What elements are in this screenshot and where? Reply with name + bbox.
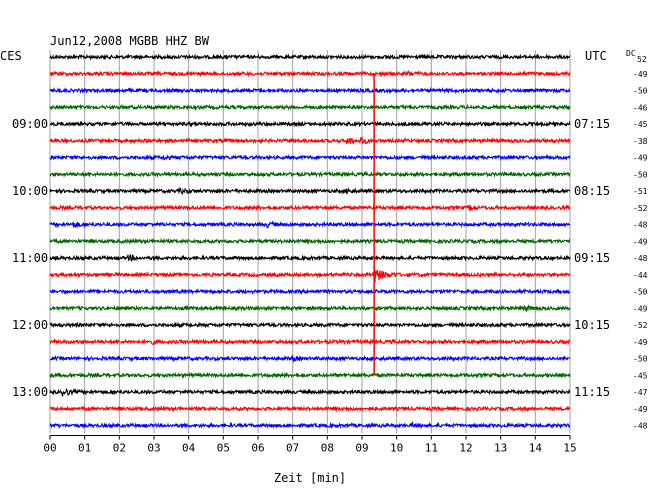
chart-title: Jun12,2008 MGBB HHZ BW: [50, 34, 210, 48]
seismic-trace: [49, 420, 571, 430]
seismic-trace: [49, 86, 571, 95]
x-tick-label: 13: [494, 442, 507, 455]
seismic-trace: [49, 321, 571, 329]
left-hour-label: 13:00: [12, 385, 48, 399]
x-tick-label: 12: [459, 442, 472, 455]
seismic-trace: [49, 338, 571, 346]
dc-offset-label: -50: [633, 288, 648, 297]
dc-offset-label: -48: [633, 254, 648, 263]
dc-offset-label: -48: [633, 422, 648, 431]
trace-layer: [49, 53, 571, 430]
left-hour-label: 11:00: [12, 251, 48, 265]
x-tick-label: 03: [147, 442, 160, 455]
dc-offset-label: -49: [633, 237, 648, 246]
dc-offset-label: -48: [633, 221, 648, 230]
x-tick-label: 15: [563, 442, 576, 455]
x-axis: 00 01 02 03 04 05 06 07 08 09 10 11 12 13 14 15: [43, 435, 577, 455]
right-hour-label: 10:15: [574, 318, 610, 332]
dc-offset-label: -47: [633, 388, 648, 397]
right-hour-label: 08:15: [574, 184, 610, 198]
dc-offset-label: -49: [633, 338, 648, 347]
right-hour-label: 07:15: [574, 117, 610, 131]
x-tick-label: 10: [390, 442, 403, 455]
x-tick-label: 14: [529, 442, 543, 455]
dc-offset-label: -52: [633, 321, 648, 330]
x-tick-label: 08: [321, 442, 334, 455]
dc-offset-label: -45: [633, 371, 648, 380]
dc-offset-label: -50: [633, 355, 648, 364]
x-axis-label: Zeit [min]: [274, 471, 346, 485]
x-tick-label: 09: [355, 442, 368, 455]
seismic-trace: [49, 120, 571, 128]
seismic-trace: [49, 103, 571, 111]
seismic-trace: [49, 204, 571, 212]
dc-label: DC: [626, 49, 636, 58]
seismic-trace: [49, 267, 571, 283]
x-tick-label: 00: [43, 442, 56, 455]
left-hour-label: 12:00: [12, 318, 48, 332]
dc-offset-label: -49: [633, 70, 648, 79]
x-tick-label: 05: [217, 442, 230, 455]
x-tick-label: 11: [425, 442, 438, 455]
seismic-trace: [49, 170, 571, 178]
seismic-trace: [49, 153, 571, 162]
label-layer: -49 -50 -46 -45 -38 -49 -50 -51 -52 -48 -49 -48 -44 -…: [12, 70, 648, 431]
left-hour-label: 10:00: [12, 184, 48, 198]
seismic-trace: [49, 220, 571, 229]
dc-offset-label: -44: [633, 271, 648, 280]
x-tick-label: 04: [182, 442, 196, 455]
seismic-trace: [49, 237, 571, 245]
dc-offset-label: -49: [633, 405, 648, 414]
dc-offset-label: -49: [633, 154, 648, 163]
dc-offset-label: -51: [633, 187, 648, 196]
right-zone-label: UTC: [585, 49, 607, 63]
seismic-trace: [49, 70, 571, 78]
seismic-trace: [49, 405, 571, 413]
seismic-trace: [49, 254, 571, 262]
dc-offset-label: -45: [633, 120, 648, 129]
seismic-trace: [49, 371, 571, 379]
dc-offset-label: -50: [633, 87, 648, 96]
dc-top-value: 52: [637, 55, 647, 64]
x-tick-label: 07: [286, 442, 299, 455]
right-hour-label: 09:15: [574, 251, 610, 265]
seismic-trace: [49, 287, 571, 296]
seismic-trace: [49, 53, 571, 61]
dc-offset-label: -50: [633, 170, 648, 179]
dc-offset-label: -38: [633, 137, 648, 146]
right-hour-label: 11:15: [574, 385, 610, 399]
x-tick-label: 06: [251, 442, 264, 455]
seismic-trace: [49, 354, 571, 363]
left-zone-label: CES: [0, 49, 22, 63]
seismic-trace: [49, 136, 571, 145]
dc-offset-label: -52: [633, 204, 648, 213]
seismic-trace: [49, 304, 571, 312]
seismic-trace: [49, 387, 571, 397]
dc-offset-label: -46: [633, 103, 648, 112]
dc-offset-label: -49: [633, 304, 648, 313]
left-hour-label: 09:00: [12, 117, 48, 131]
x-tick-label: 02: [113, 442, 126, 455]
seismic-trace: [49, 187, 571, 195]
x-tick-label: 01: [78, 442, 91, 455]
